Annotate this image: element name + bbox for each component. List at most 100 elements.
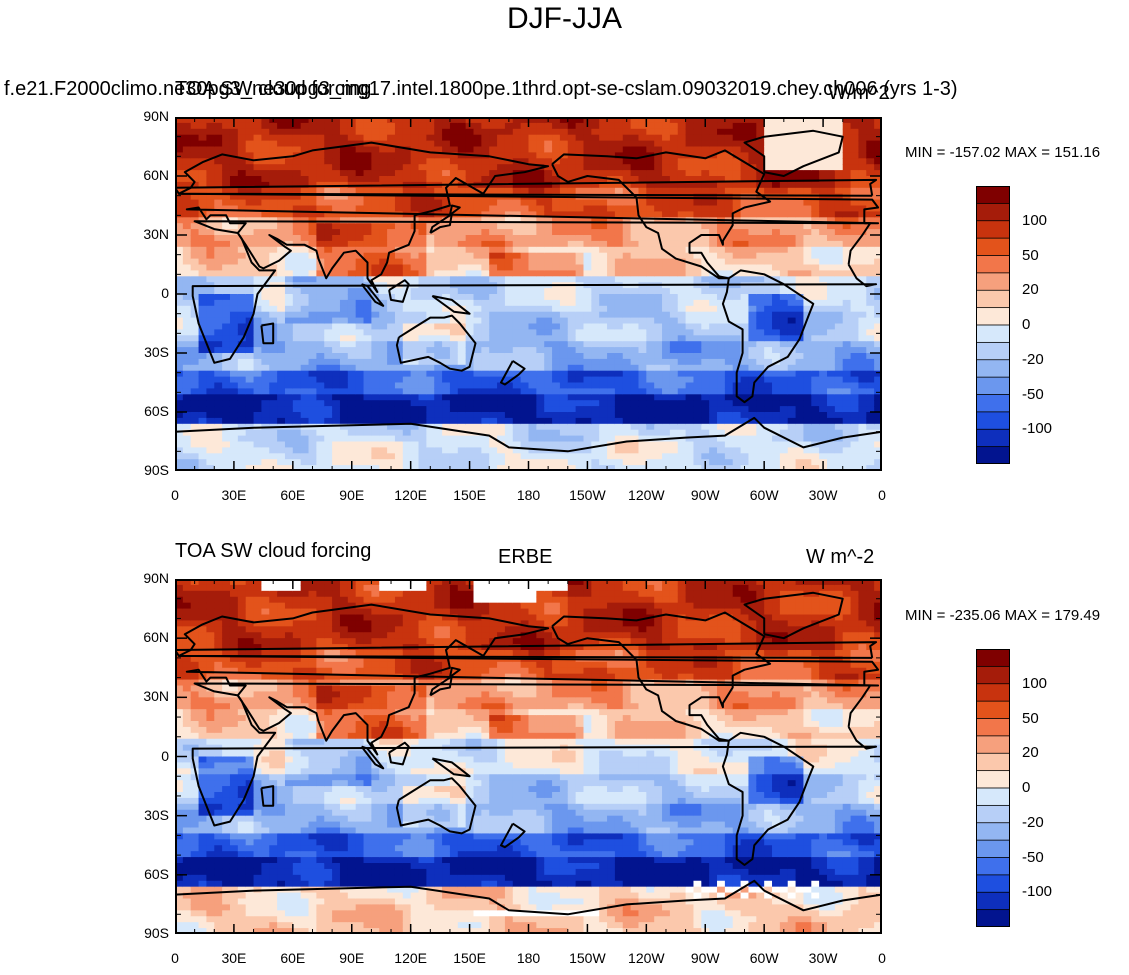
field-cell — [300, 435, 310, 443]
field-cell — [339, 364, 349, 372]
field-cell — [677, 158, 687, 165]
field-cell — [442, 429, 451, 437]
field-cell — [536, 406, 545, 413]
field-cell — [410, 453, 420, 460]
field-cell — [591, 164, 600, 171]
field-cell — [402, 134, 412, 142]
field-cell — [473, 394, 482, 401]
field-cell — [347, 205, 357, 212]
field-cell — [253, 252, 263, 260]
field-cell — [457, 406, 467, 413]
field-cell — [277, 412, 286, 419]
field-cell — [316, 341, 325, 348]
field-cell — [552, 329, 561, 336]
field-cell — [677, 217, 687, 224]
field-cell — [300, 122, 310, 130]
field-cell — [379, 187, 388, 195]
field-cell — [607, 240, 616, 248]
field-cell — [787, 223, 797, 230]
field-cell — [442, 128, 451, 136]
field-cell — [347, 140, 357, 148]
field-cell — [724, 258, 734, 266]
field-cell — [646, 465, 655, 471]
field-cell — [442, 152, 451, 159]
field-cell — [599, 170, 608, 177]
field-cell — [787, 158, 797, 165]
field-cell — [418, 435, 427, 443]
field-cell — [316, 388, 325, 395]
field-cell — [457, 370, 467, 378]
field-cell — [779, 335, 789, 342]
field-cell — [717, 276, 726, 283]
field-cell — [222, 317, 231, 325]
field-cell — [740, 258, 750, 266]
field-cell — [772, 164, 781, 171]
field-cell — [292, 435, 302, 443]
field-cell — [371, 158, 380, 165]
field-cell — [536, 211, 545, 218]
field-cell — [646, 270, 655, 277]
field-cell — [575, 323, 585, 330]
field-cell — [449, 329, 459, 336]
field-cell — [630, 170, 640, 177]
field-cell — [371, 394, 380, 401]
field-cell — [269, 400, 278, 407]
field-cell — [819, 347, 828, 354]
field-cell — [599, 323, 608, 330]
field-cell — [473, 441, 482, 448]
field-cell — [198, 164, 208, 171]
field-cell — [709, 465, 718, 471]
field-cell — [410, 311, 420, 319]
field-cell — [339, 158, 349, 165]
field-cell — [332, 146, 341, 153]
field-cell — [504, 305, 514, 313]
field-cell — [536, 276, 545, 283]
field-cell — [269, 382, 278, 389]
field-cell — [819, 423, 828, 431]
field-cell — [528, 288, 537, 295]
field-cell — [724, 146, 734, 153]
field-cell — [237, 181, 247, 189]
field-cell — [402, 193, 412, 201]
field-cell — [724, 223, 734, 230]
field-cell — [693, 376, 702, 384]
field-cell — [811, 429, 820, 437]
field-cell — [190, 453, 200, 460]
field-cell — [779, 317, 789, 325]
field-cell — [552, 406, 561, 413]
field-cell — [520, 146, 530, 153]
field-cell — [536, 181, 545, 189]
field-cell — [756, 211, 765, 218]
field-cell — [316, 288, 325, 295]
field-cell — [528, 382, 537, 389]
field-cell — [300, 134, 310, 142]
field-cell — [198, 152, 208, 159]
field-cell — [229, 134, 239, 142]
field-cell — [387, 223, 396, 230]
field-cell — [245, 205, 255, 212]
field-cell — [575, 294, 585, 301]
field-cell — [567, 270, 577, 277]
field-cell — [544, 270, 553, 277]
field-cell — [426, 199, 435, 207]
field-cell — [481, 305, 490, 313]
field-cell — [677, 305, 687, 313]
field-cell — [685, 187, 695, 195]
field-cell — [662, 370, 671, 378]
field-cell — [434, 270, 443, 277]
field-cell — [693, 164, 702, 171]
field-cell — [827, 140, 836, 148]
field-cell — [575, 158, 585, 165]
field-cell — [693, 335, 702, 342]
field-cell — [685, 276, 695, 283]
field-cell — [567, 323, 577, 330]
field-cell — [371, 258, 380, 266]
field-cell — [512, 205, 522, 212]
field-cell — [764, 211, 773, 218]
field-cell — [198, 406, 208, 413]
field-cell — [410, 429, 420, 437]
field-cell — [622, 453, 632, 460]
field-cell — [630, 311, 640, 319]
field-cell — [489, 158, 498, 165]
field-cell — [324, 176, 333, 183]
